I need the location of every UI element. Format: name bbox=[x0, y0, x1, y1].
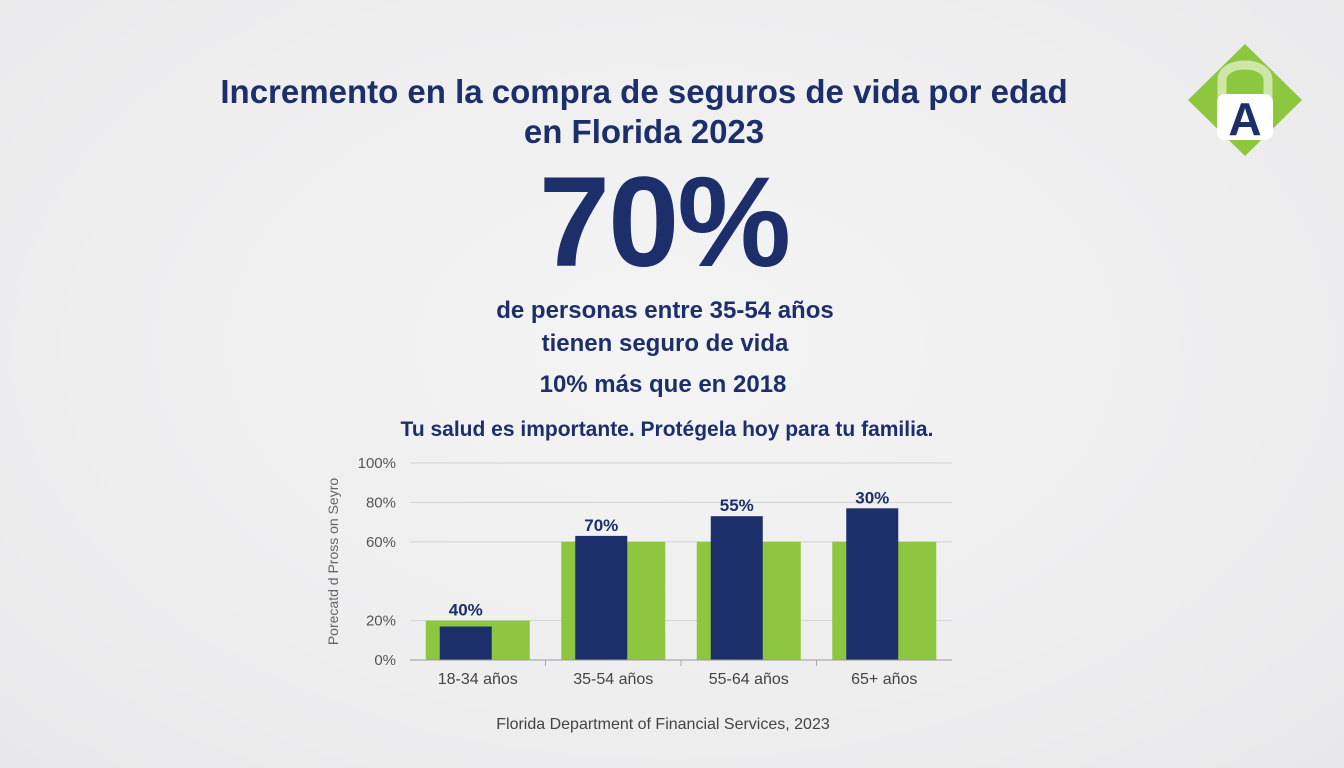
y-axis-label: Porecatd d Pross on Seyro bbox=[325, 478, 341, 646]
bar-navy bbox=[846, 508, 899, 660]
tagline: Tu salud es importante. Protégela hoy pa… bbox=[400, 418, 934, 441]
y-tick-label: 60% bbox=[366, 534, 396, 551]
source-note: Florida Department of Financial Services… bbox=[496, 716, 830, 733]
data-label: 70% bbox=[584, 516, 618, 535]
bar-navy bbox=[710, 516, 763, 660]
padlock-logo-icon: A bbox=[1188, 44, 1302, 156]
logo-shackle bbox=[1217, 60, 1273, 100]
x-tick-label: 55-64 años bbox=[709, 671, 789, 688]
y-tick-label: 100% bbox=[358, 455, 396, 472]
data-label: 40% bbox=[449, 601, 483, 620]
highlight-value: 70% bbox=[538, 151, 791, 294]
logo-lock-body bbox=[1217, 94, 1273, 140]
title-line-1: Incremento en la compra de seguros de vi… bbox=[220, 73, 1068, 110]
data-label: 30% bbox=[855, 488, 889, 507]
y-tick-label: 20% bbox=[366, 613, 396, 630]
highlight-comparison: 10% más que en 2018 bbox=[539, 371, 787, 398]
bar-navy bbox=[575, 535, 628, 660]
bar-chart: 0% 20% 60% 80% 100% Porecatd d Pross on Seyro… bbox=[325, 455, 952, 688]
highlight-desc-line-2: tienen seguro de vida bbox=[541, 330, 789, 357]
highlight-desc-line-1: de personas entre 35-54 años bbox=[496, 297, 834, 324]
data-label: 55% bbox=[720, 496, 754, 515]
logo-letter: A bbox=[1228, 93, 1261, 145]
bar-navy bbox=[439, 626, 492, 660]
x-tick-label: 65+ años bbox=[851, 671, 917, 688]
page-title: Incremento en la compra de seguros de vi… bbox=[0, 72, 1288, 152]
x-tick-label: 18-34 años bbox=[438, 671, 518, 688]
y-tick-label: 80% bbox=[366, 494, 396, 511]
title-line-2: en Florida 2023 bbox=[523, 113, 765, 150]
y-tick-label: 0% bbox=[374, 652, 396, 669]
highlight-description: de personas entre 35-54 años tienen segu… bbox=[0, 294, 1330, 360]
x-tick-label: 35-54 años bbox=[573, 671, 653, 688]
